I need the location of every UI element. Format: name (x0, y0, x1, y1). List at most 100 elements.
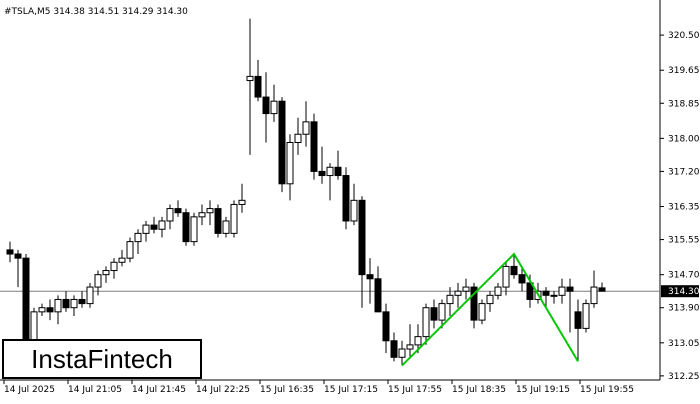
y-tick-label: 319.65 (668, 66, 700, 76)
candle-body (454, 290, 462, 296)
candle-body (326, 166, 334, 177)
candle (286, 134, 294, 201)
x-tick-label: 14 Jul 2025 (4, 385, 55, 395)
candle (430, 299, 438, 329)
candle-body (254, 75, 262, 98)
x-tick-label: 15 Jul 17:55 (388, 385, 442, 395)
candle (478, 299, 486, 325)
candle-body (462, 286, 470, 292)
candle-body (502, 265, 510, 288)
candle (222, 216, 230, 238)
candle-body (270, 100, 278, 115)
candle (454, 282, 462, 308)
candle-body (54, 298, 62, 313)
candle (118, 249, 126, 267)
candle-body (358, 199, 366, 276)
chart-title: #TSLA,M5 314.38 314.51 314.29 314.30 (4, 7, 188, 17)
candle-body (582, 303, 590, 329)
candle-body (14, 253, 22, 259)
candle-body (198, 212, 206, 218)
candle (278, 97, 286, 193)
candle-body (94, 274, 102, 288)
candle (502, 262, 510, 296)
candle (326, 163, 334, 201)
candle-body (62, 298, 70, 309)
candle (190, 212, 198, 246)
candle-body (206, 208, 214, 214)
y-tick-label: 316.35 (668, 203, 700, 213)
candle (46, 299, 54, 321)
candle-body (70, 298, 78, 309)
x-tick-label: 15 Jul 16:35 (260, 385, 314, 395)
candle (302, 101, 310, 147)
candle-body (478, 303, 486, 321)
candle-body (182, 212, 190, 243)
candle-body (574, 311, 582, 329)
candle (542, 287, 550, 308)
candle (438, 299, 446, 329)
candle-body (510, 265, 518, 276)
candle-body (318, 170, 326, 177)
candle-body (238, 199, 246, 205)
candle-body (294, 133, 302, 144)
candle-body (526, 282, 534, 300)
candle-body (310, 121, 318, 172)
x-tick-label: 15 Jul 19:15 (516, 385, 570, 395)
y-tick-label: 317.20 (668, 167, 700, 177)
candle (214, 204, 222, 238)
candle-body (470, 286, 478, 321)
candle (14, 249, 22, 288)
candle-body (166, 208, 174, 222)
candle (174, 200, 182, 217)
candle (246, 18, 254, 155)
candle (422, 303, 430, 345)
candle-body (126, 241, 134, 259)
candle (390, 332, 398, 362)
x-tick-label: 15 Jul 18:35 (452, 385, 506, 395)
candle (150, 216, 158, 234)
candle (38, 303, 46, 316)
candle-body (398, 348, 406, 358)
candle-body (374, 278, 382, 313)
candle-body (414, 336, 422, 346)
candle (366, 258, 374, 304)
candle (462, 278, 470, 300)
candle (270, 84, 278, 122)
candle (198, 204, 206, 226)
candle (86, 282, 94, 308)
x-tick-label: 15 Jul 19:55 (580, 385, 634, 395)
x-tick-label: 14 Jul 21:45 (132, 385, 186, 395)
candle (470, 282, 478, 329)
candle-body (550, 294, 558, 297)
candle (230, 200, 238, 238)
last-price-label: 314.30 (668, 287, 700, 297)
candle-body (214, 208, 222, 234)
candle-body (150, 224, 158, 230)
candle (398, 340, 406, 366)
candle-body (222, 220, 230, 234)
candle-body (102, 270, 110, 276)
candle (350, 183, 358, 226)
candle-body (342, 175, 350, 222)
candle (358, 196, 366, 308)
candle-body (518, 274, 526, 284)
candle (134, 229, 142, 255)
candle-body (366, 274, 374, 280)
candle-body (390, 340, 398, 358)
candle (598, 282, 606, 292)
candle (206, 200, 214, 226)
candle-body (110, 261, 118, 272)
candle (102, 266, 110, 283)
candle-body (430, 307, 438, 321)
candle-body (38, 307, 46, 313)
candle-body (422, 307, 430, 338)
candle (382, 303, 390, 354)
candle (510, 254, 518, 279)
candle (374, 266, 382, 313)
candle (334, 150, 342, 180)
candle-body (278, 100, 286, 185)
candle (518, 266, 526, 292)
candle (158, 216, 166, 238)
